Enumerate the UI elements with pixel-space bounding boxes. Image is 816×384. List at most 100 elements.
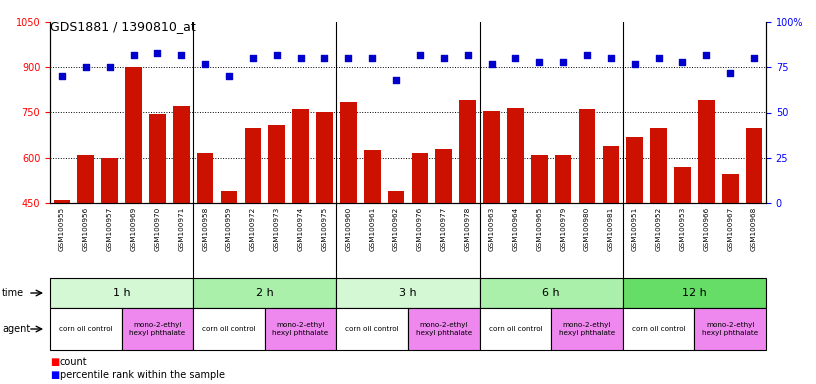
Text: 1 h: 1 h: [113, 288, 131, 298]
Text: GSM100966: GSM100966: [703, 207, 709, 251]
Text: 6 h: 6 h: [543, 288, 560, 298]
Point: [628, 61, 641, 67]
Bar: [149, 114, 166, 203]
Bar: [220, 191, 237, 203]
Text: 12 h: 12 h: [682, 288, 707, 298]
Text: mono-2-ethyl
hexyl phthalate: mono-2-ethyl hexyl phthalate: [702, 323, 758, 336]
Text: percentile rank within the sample: percentile rank within the sample: [60, 370, 225, 380]
Point: [557, 59, 570, 65]
Text: corn oil control: corn oil control: [632, 326, 685, 332]
Point: [342, 55, 355, 61]
Point: [270, 51, 283, 58]
Point: [580, 51, 593, 58]
Text: GSM100968: GSM100968: [751, 207, 757, 251]
Text: ■: ■: [50, 370, 60, 380]
Text: time: time: [2, 288, 24, 298]
Point: [652, 55, 665, 61]
Text: 2 h: 2 h: [256, 288, 273, 298]
Text: GSM100979: GSM100979: [560, 207, 566, 251]
Bar: [602, 146, 619, 203]
Text: GSM100951: GSM100951: [632, 207, 638, 251]
Bar: [173, 106, 189, 203]
Bar: [316, 113, 333, 203]
Point: [366, 55, 379, 61]
Point: [676, 59, 689, 65]
Text: corn oil control: corn oil control: [202, 326, 255, 332]
Text: GSM100959: GSM100959: [226, 207, 232, 251]
Text: mono-2-ethyl
hexyl phthalate: mono-2-ethyl hexyl phthalate: [559, 323, 615, 336]
Point: [414, 51, 427, 58]
Bar: [555, 155, 571, 203]
Bar: [340, 102, 357, 203]
Text: GSM100964: GSM100964: [512, 207, 518, 251]
Text: GSM100958: GSM100958: [202, 207, 208, 251]
Point: [175, 51, 188, 58]
Bar: [483, 111, 500, 203]
Text: GSM100980: GSM100980: [584, 207, 590, 251]
Bar: [245, 127, 261, 203]
Text: agent: agent: [2, 324, 30, 334]
Text: GSM100960: GSM100960: [345, 207, 352, 251]
Bar: [268, 124, 285, 203]
Point: [198, 61, 211, 67]
Text: GSM100963: GSM100963: [489, 207, 494, 251]
Text: GSM100953: GSM100953: [680, 207, 685, 251]
Bar: [650, 127, 667, 203]
Text: corn oil control: corn oil control: [59, 326, 113, 332]
Text: GSM100974: GSM100974: [298, 207, 304, 251]
Point: [437, 55, 450, 61]
Point: [294, 55, 307, 61]
Text: GDS1881 / 1390810_at: GDS1881 / 1390810_at: [50, 20, 196, 33]
Bar: [197, 153, 214, 203]
Text: 3 h: 3 h: [399, 288, 417, 298]
Text: GSM100977: GSM100977: [441, 207, 447, 251]
Point: [103, 64, 116, 70]
Text: GSM100972: GSM100972: [250, 207, 256, 251]
Bar: [388, 191, 405, 203]
Text: GSM100978: GSM100978: [464, 207, 471, 251]
Bar: [531, 155, 548, 203]
Point: [55, 73, 69, 79]
Text: GSM100971: GSM100971: [178, 207, 184, 251]
Text: GSM100965: GSM100965: [536, 207, 543, 251]
Text: ■: ■: [50, 357, 60, 367]
Text: GSM100956: GSM100956: [82, 207, 89, 251]
Point: [389, 77, 402, 83]
Point: [533, 59, 546, 65]
Bar: [746, 127, 762, 203]
Point: [79, 64, 92, 70]
Text: GSM100975: GSM100975: [322, 207, 327, 251]
Bar: [78, 155, 94, 203]
Text: GSM100957: GSM100957: [107, 207, 113, 251]
Bar: [364, 150, 380, 203]
Bar: [459, 101, 476, 203]
Point: [151, 50, 164, 56]
Text: GSM100976: GSM100976: [417, 207, 423, 251]
Bar: [292, 109, 309, 203]
Point: [461, 51, 474, 58]
Text: count: count: [60, 357, 87, 367]
Point: [747, 55, 761, 61]
Text: corn oil control: corn oil control: [489, 326, 542, 332]
Text: GSM100981: GSM100981: [608, 207, 614, 251]
Bar: [411, 153, 428, 203]
Point: [223, 73, 236, 79]
Text: GSM100955: GSM100955: [59, 207, 65, 251]
Point: [318, 55, 331, 61]
Bar: [507, 108, 524, 203]
Text: mono-2-ethyl
hexyl phthalate: mono-2-ethyl hexyl phthalate: [415, 323, 472, 336]
Text: GSM100962: GSM100962: [393, 207, 399, 251]
Text: mono-2-ethyl
hexyl phthalate: mono-2-ethyl hexyl phthalate: [273, 323, 329, 336]
Point: [605, 55, 618, 61]
Point: [485, 61, 498, 67]
Bar: [125, 67, 142, 203]
Point: [724, 70, 737, 76]
Point: [700, 51, 713, 58]
Text: GSM100973: GSM100973: [273, 207, 280, 251]
Bar: [698, 101, 715, 203]
Text: mono-2-ethyl
hexyl phthalate: mono-2-ethyl hexyl phthalate: [129, 323, 185, 336]
Text: GSM100961: GSM100961: [369, 207, 375, 251]
Text: GSM100952: GSM100952: [655, 207, 662, 251]
Bar: [54, 200, 70, 203]
Bar: [722, 174, 738, 203]
